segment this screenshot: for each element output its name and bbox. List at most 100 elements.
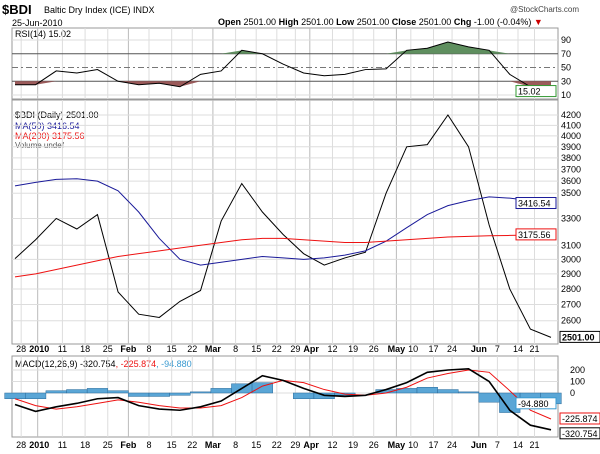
macd-histogram-bar bbox=[457, 391, 480, 394]
x-tick-label: 14 bbox=[513, 344, 523, 354]
price-tick-label: 3100 bbox=[561, 240, 581, 250]
macd-histogram-bar bbox=[189, 391, 212, 394]
x-tick-label: May bbox=[388, 344, 406, 354]
macd-tick-label: 100 bbox=[570, 377, 585, 387]
symbol-name: Baltic Dry Index (ICE) INDX bbox=[44, 5, 155, 15]
x-tick-label: Mar bbox=[205, 440, 222, 450]
price-tick-label: 4100 bbox=[561, 120, 581, 130]
macd-histogram-bar bbox=[148, 392, 170, 397]
x-tick-label: 25 bbox=[103, 440, 113, 450]
macd-signal-line bbox=[14, 369, 552, 420]
volume-legend: Volume undef bbox=[15, 141, 64, 150]
price-tick-label: 3700 bbox=[561, 164, 581, 174]
x-tick-label: 7 bbox=[495, 344, 500, 354]
macd-histogram-bar bbox=[251, 382, 273, 394]
x-tick-label: Feb bbox=[120, 440, 137, 450]
high-label: High bbox=[278, 17, 299, 27]
x-tick-label: 18 bbox=[80, 344, 90, 354]
x-tick-label: 14 bbox=[513, 440, 523, 450]
x-tick-label: 21 bbox=[529, 440, 539, 450]
rsi-last-box bbox=[515, 85, 557, 98]
x-tick-label: 15 bbox=[167, 440, 177, 450]
macd-last-value: -320.754 bbox=[562, 429, 598, 439]
price-line bbox=[14, 114, 552, 338]
x-tick-label: 26 bbox=[369, 440, 379, 450]
macd-histogram-bar bbox=[66, 389, 88, 394]
macd-legend: MACD(12,26,9) -320.754, -225.874, -94.88… bbox=[15, 359, 192, 369]
macd-legend-signal: , -225.874 bbox=[115, 359, 157, 369]
x-tick-label: 8 bbox=[146, 344, 151, 354]
x-tick-label: 8 bbox=[233, 344, 238, 354]
x-tick-label: 17 bbox=[428, 440, 438, 450]
close-label: Close bbox=[391, 17, 417, 27]
price-tick-label: 4200 bbox=[561, 110, 581, 120]
x-tick-label: Feb bbox=[120, 344, 137, 354]
macd-last-box bbox=[559, 427, 600, 440]
ohlc-summary: Open 2501.00 High 2501.00 Low 2501.00 Cl… bbox=[218, 17, 543, 27]
x-tick-label: 26 bbox=[369, 344, 379, 354]
macd-histogram-bar bbox=[210, 388, 232, 394]
x-tick-label: 15 bbox=[251, 344, 261, 354]
ma50-line-last-value: 3416.54 bbox=[518, 199, 551, 209]
price-tick-label: 3000 bbox=[561, 254, 581, 264]
x-tick-label: 25 bbox=[103, 344, 113, 354]
x-tick-label: Jun bbox=[471, 344, 487, 354]
x-tick-label: 29 bbox=[290, 344, 300, 354]
price-line-last-value: 2501.00 bbox=[562, 332, 595, 342]
macd-last-group: -320.754 bbox=[559, 427, 600, 440]
macd-hist-last-value: -94.880 bbox=[518, 399, 549, 409]
x-tick-label: 21 bbox=[529, 344, 539, 354]
ma200-line-last-value: 3175.56 bbox=[518, 230, 551, 240]
rsi-tick-label: 30 bbox=[561, 76, 571, 86]
x-tick-label: 7 bbox=[495, 440, 500, 450]
x-tick-label: Apr bbox=[303, 344, 319, 354]
x-tick-label: 29 bbox=[290, 440, 300, 450]
price-line-last-box bbox=[559, 330, 600, 343]
macd-histogram-bar bbox=[169, 392, 191, 396]
ma200-line bbox=[14, 234, 552, 278]
x-tick-label: Mar bbox=[205, 344, 222, 354]
rsi-oversold-fill bbox=[15, 81, 551, 92]
date: 25-Jun-2010 bbox=[12, 18, 63, 28]
x-tick-label: 2010 bbox=[29, 344, 49, 354]
macd-line bbox=[14, 368, 552, 431]
price-tick-label: 3800 bbox=[561, 153, 581, 163]
brand: @StockCharts.com bbox=[510, 5, 580, 14]
price-line-last-group: 2501.00 bbox=[559, 330, 600, 343]
x-tick-label: 8 bbox=[146, 440, 151, 450]
macd-hist-last-box bbox=[515, 397, 557, 410]
x-tick-label: 28 bbox=[16, 440, 26, 450]
x-tick-label: 15 bbox=[251, 440, 261, 450]
macd-tick-label: 0 bbox=[570, 388, 575, 398]
x-tick-label: 12 bbox=[327, 440, 337, 450]
rsi-legend: RSI(14) 15.02 bbox=[15, 29, 72, 39]
ma200-line-last-group: 3175.56 bbox=[515, 228, 557, 241]
x-tick-label: 24 bbox=[447, 440, 457, 450]
high-value: 2501.00 bbox=[301, 17, 334, 27]
x-tick-label: May bbox=[388, 440, 406, 450]
rsi-tick-label: 70 bbox=[561, 49, 571, 59]
low-value: 2501.00 bbox=[356, 17, 390, 27]
macd-histogram-bar bbox=[478, 392, 500, 403]
macd-signal-last-value: -225.874 bbox=[562, 414, 598, 424]
macd-histogram-bar bbox=[293, 392, 315, 399]
macd-panel-frame bbox=[11, 355, 559, 438]
macd-hist-last-group: -94.880 bbox=[515, 397, 557, 410]
x-tick-label: 17 bbox=[428, 344, 438, 354]
macd-histogram-bar bbox=[86, 388, 109, 394]
price-tick-label: 2900 bbox=[561, 269, 581, 279]
rsi-tick-label: 10 bbox=[561, 90, 571, 100]
macd-histogram-bar bbox=[25, 392, 47, 399]
macd-tick-label: 200 bbox=[570, 365, 585, 375]
ma50-line-last-group: 3416.54 bbox=[515, 197, 557, 210]
x-tick-label: 28 bbox=[16, 344, 26, 354]
x-tick-label: 11 bbox=[58, 344, 67, 354]
chg-label: Chg bbox=[453, 17, 472, 27]
x-tick-label: 8 bbox=[233, 440, 238, 450]
x-tick-label: 10 bbox=[408, 344, 418, 354]
x-tick-label: 12 bbox=[327, 344, 337, 354]
x-tick-label: 22 bbox=[187, 440, 197, 450]
x-tick-label: 19 bbox=[348, 344, 358, 354]
rsi-panel-frame bbox=[11, 27, 559, 100]
x-tick-label: 22 bbox=[187, 344, 197, 354]
